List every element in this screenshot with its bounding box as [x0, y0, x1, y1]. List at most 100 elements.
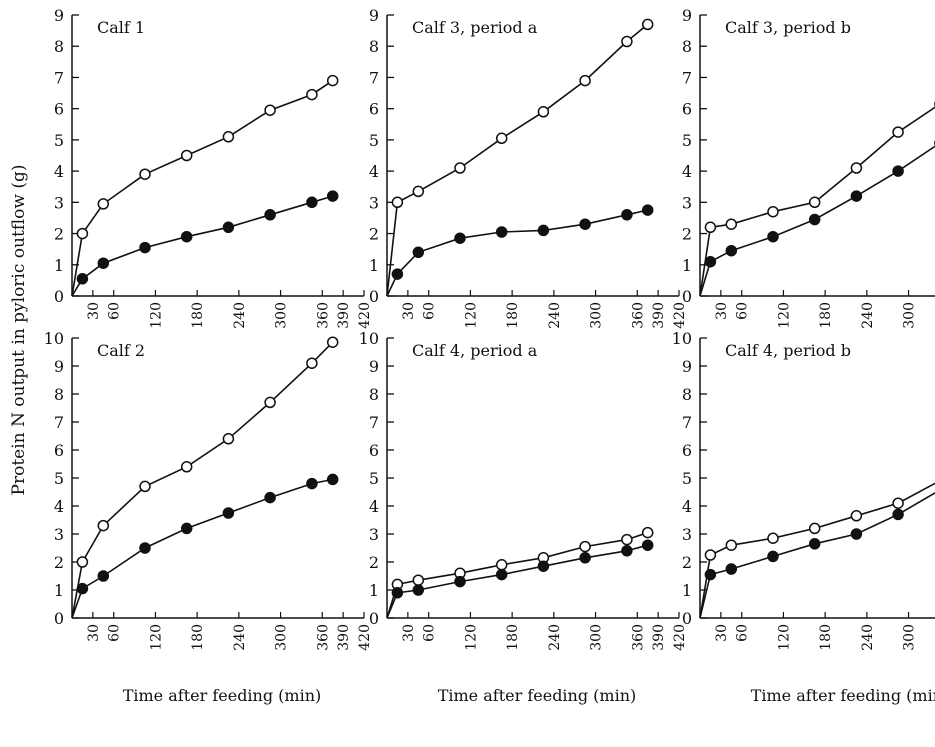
data-point-filled [326, 190, 339, 202]
y-tick-label: 7 [682, 68, 692, 87]
x-tick-label: 30 [86, 302, 102, 320]
data-point-open [808, 196, 821, 209]
data-point-open [326, 336, 339, 348]
data-point-filled [850, 528, 863, 540]
y-tick-label: 3 [54, 525, 64, 544]
y-tick-label: 5 [369, 131, 379, 150]
y-tick-label: 0 [54, 609, 64, 628]
y-tick-label: 6 [682, 100, 692, 119]
y-tick-label: 7 [369, 68, 379, 87]
y-tick-label: 5 [369, 469, 379, 488]
data-point-open [579, 74, 591, 87]
x-tick-label: 300 [589, 624, 605, 651]
data-point-open [704, 221, 717, 234]
data-point-open [222, 433, 235, 445]
panel-title: Calf 2 [97, 341, 145, 360]
y-tick-label: 4 [369, 162, 379, 181]
data-point-filled [391, 587, 404, 599]
data-point-open [495, 132, 508, 145]
x-tick-label: 120 [776, 302, 792, 329]
data-point-open [180, 461, 193, 473]
y-tick-label: 4 [369, 497, 379, 516]
data-point-filled [222, 221, 235, 234]
chart-panel-4: 0 1 2 3 4 5 6 7 8 9 10 30 60 120 180 240 300 360 390 420 Cal… [44, 329, 373, 705]
x-tick-label: 180 [505, 624, 521, 651]
series-line-filled [71, 195, 333, 297]
panel-title: Calf 3, period a [412, 18, 538, 37]
data-point-open [725, 539, 738, 551]
data-point-open [306, 357, 318, 369]
y-tick-label: 9 [682, 6, 692, 25]
data-point-filled [412, 246, 425, 259]
data-point-filled [850, 190, 863, 202]
x-tick-label: 300 [274, 624, 290, 651]
data-point-open [412, 185, 425, 198]
series-line-open [386, 23, 649, 297]
data-point-filled [306, 477, 318, 490]
x-tick-label: 420 [357, 624, 373, 651]
y-tick-label: 9 [54, 6, 64, 25]
x-tick-label: 390 [651, 302, 667, 329]
x-tick-label: 360 [630, 302, 646, 329]
x-tick-label: 360 [630, 624, 646, 651]
y-tick-label: 7 [682, 413, 692, 432]
x-tick-label: 420 [672, 624, 688, 651]
x-tick-label: 240 [232, 624, 248, 651]
data-point-open [326, 74, 339, 87]
data-point-filled [306, 196, 318, 209]
x-tick-label: 180 [190, 302, 206, 329]
x-tick-label: 60 [107, 624, 123, 642]
data-point-filled [767, 230, 779, 243]
chart-panel-6: 0123456789103060120180240300360390420Cal… [672, 329, 935, 705]
data-point-filled [412, 584, 425, 596]
series-line-open [386, 531, 648, 619]
x-tick-label: 60 [107, 302, 123, 320]
x-tick-label: 60 [735, 624, 751, 642]
data-point-filled [326, 473, 339, 486]
y-tick-label: 6 [369, 100, 379, 119]
chart-panel-2: 0 1 2 3 4 5 6 7 8 9 30 60 120 180 240 300 360 390 420 Calf … [369, 6, 688, 329]
data-point-open [808, 522, 821, 535]
x-tick-label: 300 [274, 302, 290, 329]
y-tick-label: 10 [672, 329, 692, 348]
x-tick-label: 300 [902, 624, 918, 651]
x-tick-label: 30 [714, 624, 730, 642]
x-tick-label: 240 [547, 302, 563, 329]
y-tick-label: 8 [682, 385, 692, 404]
data-point-filled [892, 165, 904, 177]
data-point-filled [180, 230, 193, 243]
x-tick-label: 180 [818, 624, 834, 651]
x-tick-label: 120 [148, 302, 164, 329]
y-tick-label: 3 [369, 525, 379, 544]
y-tick-label: 9 [369, 6, 379, 25]
y-tick-label: 8 [369, 37, 379, 56]
y-tick-label: 10 [359, 329, 379, 348]
data-point-filled [579, 552, 591, 564]
data-point-filled [391, 268, 404, 280]
x-tick-label: 300 [902, 302, 918, 329]
data-point-filled [621, 209, 633, 221]
x-tick-label: 390 [336, 302, 352, 329]
series-line-open [71, 341, 334, 619]
data-point-open [222, 131, 235, 143]
y-tick-label: 2 [54, 553, 64, 572]
data-point-filled [641, 204, 654, 216]
y-tick-label: 2 [54, 225, 64, 244]
x-tick-label: 180 [818, 302, 834, 329]
data-point-open [495, 559, 508, 571]
data-point-open [97, 519, 110, 532]
y-tick-label: 8 [682, 37, 692, 56]
y-tick-label: 10 [44, 329, 64, 348]
y-tick-label: 7 [54, 68, 64, 87]
data-point-filled [808, 213, 821, 226]
data-point-filled [97, 257, 110, 269]
y-tick-label: 4 [682, 162, 692, 181]
data-point-filled [76, 273, 89, 285]
data-point-filled [264, 491, 276, 504]
y-tick-label: 0 [369, 609, 379, 628]
data-point-open [579, 540, 591, 553]
x-tick-label: 120 [776, 624, 792, 651]
y-tick-label: 1 [54, 256, 64, 275]
y-tick-label: 0 [54, 287, 64, 306]
data-point-filled [454, 232, 466, 244]
